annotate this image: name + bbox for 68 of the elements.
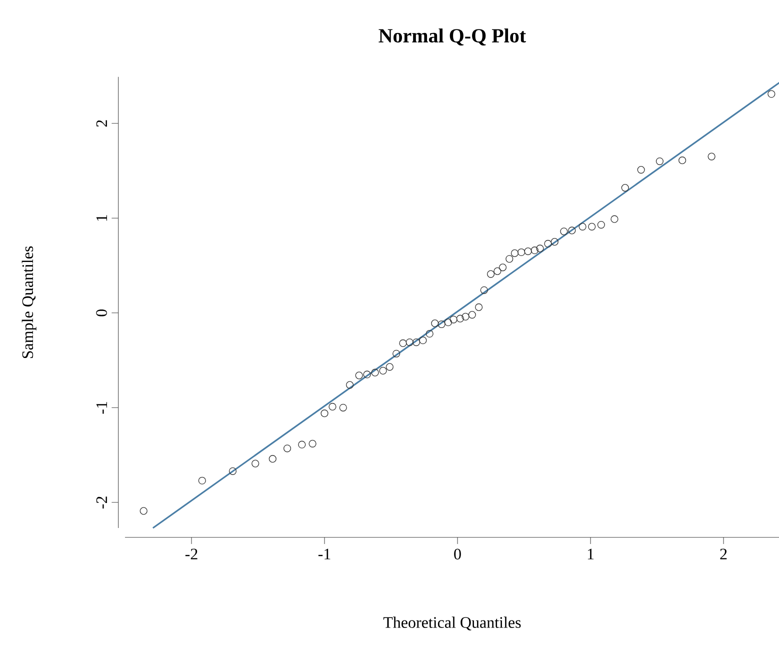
- point: [468, 310, 476, 319]
- point: [355, 372, 363, 380]
- point: [588, 222, 596, 230]
- y-tick-label: 0: [96, 310, 107, 316]
- point: [308, 440, 316, 448]
- point: [486, 270, 495, 278]
- point: [621, 184, 629, 192]
- point: [560, 228, 568, 236]
- y-axis-title: Sample Quantiles: [22, 246, 36, 358]
- point: [426, 330, 434, 338]
- point: [475, 303, 483, 312]
- point: [480, 286, 488, 294]
- y-tick-label: -2: [96, 496, 107, 508]
- point: [544, 240, 552, 248]
- y-tick-label: -1: [96, 402, 107, 414]
- x-tick-label: -1: [318, 548, 330, 560]
- chart-title: Normal Q-Q Plot: [378, 28, 526, 46]
- point: [518, 248, 526, 256]
- point: [392, 350, 400, 358]
- point: [320, 410, 328, 418]
- point: [431, 320, 439, 328]
- point: [494, 267, 502, 275]
- point: [399, 339, 407, 348]
- point: [298, 440, 306, 448]
- x-tick-label: -2: [185, 548, 198, 560]
- point: [379, 366, 387, 374]
- point: [412, 338, 420, 346]
- point: [536, 244, 544, 252]
- x-tick-label: 0: [454, 548, 461, 560]
- point: [268, 455, 276, 463]
- point: [656, 157, 664, 166]
- point: [597, 220, 605, 229]
- point: [198, 476, 206, 484]
- point: [456, 314, 464, 322]
- point: [140, 507, 148, 515]
- point: [510, 249, 519, 257]
- point: [252, 460, 260, 468]
- point: [406, 338, 414, 346]
- point: [524, 247, 532, 256]
- point: [506, 255, 514, 263]
- point: [346, 381, 354, 389]
- point: [637, 166, 645, 174]
- x-tick-label: 2: [720, 548, 727, 560]
- point: [419, 336, 427, 344]
- y-tick-label: 1: [96, 215, 107, 221]
- point: [578, 222, 586, 230]
- point: [678, 156, 686, 164]
- x-axis-title: Theoretical Quantiles: [383, 616, 521, 630]
- point: [444, 318, 452, 326]
- point: [283, 444, 292, 452]
- point: [568, 226, 576, 234]
- point: [462, 312, 470, 320]
- point: [371, 368, 379, 376]
- point: [438, 320, 446, 328]
- point: [530, 246, 538, 254]
- point: [610, 215, 618, 223]
- point: [768, 90, 776, 98]
- point: [386, 363, 394, 371]
- point: [450, 316, 458, 324]
- y-tick-label: 2: [96, 120, 107, 127]
- point: [228, 467, 237, 475]
- point: [363, 370, 371, 378]
- point: [550, 238, 558, 246]
- point: [339, 404, 347, 412]
- point: [498, 264, 507, 272]
- point: [708, 152, 716, 160]
- point: [328, 402, 336, 411]
- x-tick-label: 1: [588, 548, 594, 560]
